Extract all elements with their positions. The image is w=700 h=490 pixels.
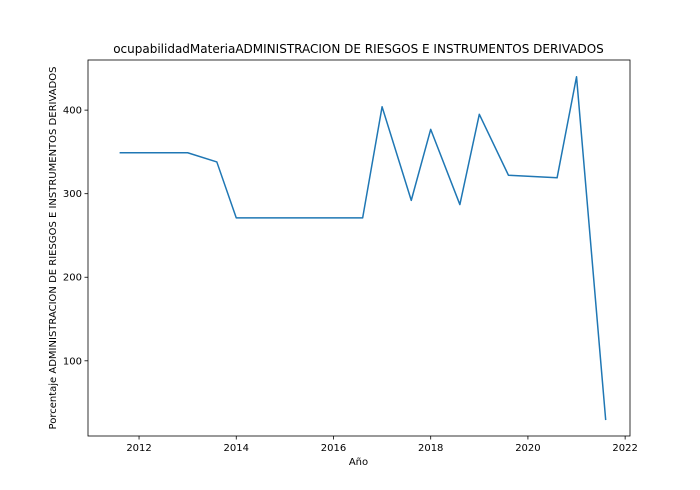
y-tick-label: 200 [63, 273, 82, 284]
y-tick-label: 100 [63, 356, 82, 367]
chart-title: ocupabilidadMateriaADMINISTRACION DE RIE… [113, 42, 604, 56]
x-tick-label: 2020 [515, 443, 540, 454]
y-tick-label: 400 [63, 106, 82, 117]
plot-frame [87, 59, 631, 437]
x-axis-label: Año [349, 457, 368, 468]
x-tick-label: 2016 [321, 443, 346, 454]
x-tick-label: 2018 [418, 443, 443, 454]
y-axis-ticks: 100 200 300 400 [63, 106, 88, 367]
x-axis-ticks: 2012 2014 2016 2018 2020 2022 [126, 436, 638, 454]
series-layer [119, 75, 607, 421]
y-tick-label: 300 [63, 189, 82, 200]
y-axis-label: Porcentaje ADMINISTRACION DE RIESGOS E I… [48, 67, 59, 430]
x-tick-label: 2012 [126, 443, 151, 454]
x-tick-label: 2014 [224, 443, 249, 454]
x-tick-label: 2022 [612, 443, 637, 454]
series-line [119, 75, 607, 421]
